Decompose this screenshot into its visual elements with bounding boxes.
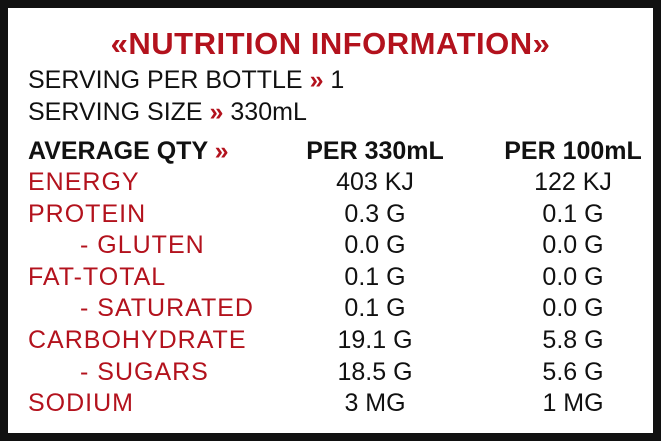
label: AVERAGE QTY (28, 137, 208, 165)
value-per-100ml: 0.0 G (542, 262, 604, 291)
title: «NUTRITION INFORMATION» (110, 26, 551, 61)
label: SERVING SIZE (28, 98, 203, 126)
nutrient-name: - SATURATED (80, 294, 254, 323)
header-col: PER 100mL (504, 137, 642, 165)
value-per-100ml: 122 KJ (534, 168, 612, 196)
value-per-serving: 18.5 G (337, 357, 413, 386)
nutrient-name: - GLUTEN (80, 231, 205, 260)
nutrient-name: ENERGY (28, 168, 140, 196)
label: SERVING PER BOTTLE (28, 66, 303, 94)
separator: » (214, 137, 229, 165)
separator: » (209, 98, 224, 126)
serving-line: SERVING SIZE » 330mL (28, 100, 307, 125)
value-per-100ml: 0.0 G (542, 231, 604, 260)
value-per-100ml: 5.8 G (542, 326, 604, 354)
nutrient-name: PROTEIN (28, 199, 147, 228)
nutrient-name: - SUGARS (80, 357, 209, 386)
nutrient-name: FAT-TOTAL (28, 262, 167, 291)
value-per-100ml: 5.6 G (542, 357, 604, 386)
nutrient-name: SODIUM (28, 389, 134, 418)
value-per-serving: 0.1 G (344, 262, 406, 291)
nutrient-name: CARBOHYDRATE (28, 326, 247, 354)
header-label: AVERAGE QTY » (28, 139, 229, 164)
serving-value: 330mL (230, 98, 307, 126)
value-per-serving: 403 KJ (336, 168, 414, 196)
value-per-serving: 3 MG (344, 389, 406, 418)
serving-value: 1 (330, 66, 345, 94)
value-per-serving: 0.1 G (344, 294, 406, 323)
header-col: PER 330mL (306, 137, 444, 165)
separator: » (309, 66, 324, 94)
value-per-100ml: 1 MG (542, 389, 604, 418)
value-per-serving: 0.0 G (344, 231, 406, 260)
serving-line: SERVING PER BOTTLE » 1 (28, 68, 344, 93)
value-per-serving: 0.3 G (344, 199, 406, 228)
value-per-100ml: 0.0 G (542, 294, 604, 323)
value-per-serving: 19.1 G (337, 326, 413, 354)
value-per-100ml: 0.1 G (542, 199, 604, 228)
